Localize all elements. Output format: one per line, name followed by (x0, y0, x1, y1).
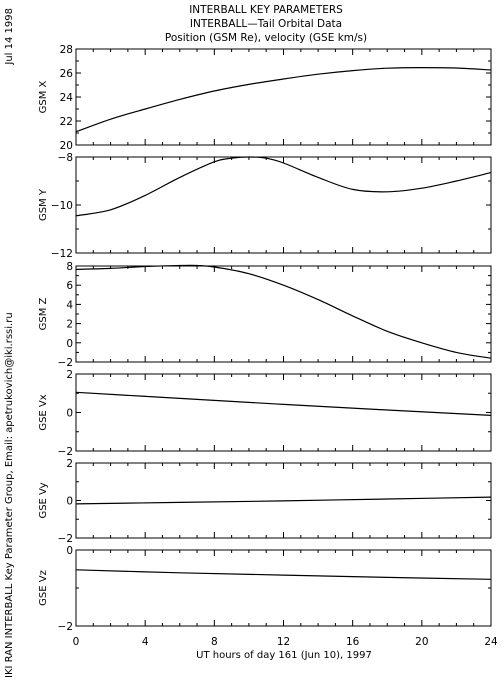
y-tick-label: 2 (66, 319, 73, 331)
x-tick-label: 20 (415, 636, 428, 648)
y-tick-label: 8 (66, 261, 73, 273)
series-line (75, 66, 492, 133)
y-tick-label: 24 (60, 92, 74, 104)
y-tick-label: −8 (58, 152, 73, 164)
series-line (75, 156, 492, 217)
y-axis-label: GSM X (38, 80, 49, 113)
y-tick-label: 0 (66, 545, 73, 557)
plot-frame (75, 156, 492, 254)
x-tick-label: 4 (142, 636, 149, 648)
panel-3: −2 0 2 4 6 8 GSM Z (38, 261, 492, 369)
y-tick-label: 22 (60, 116, 73, 128)
y-tick-label: 2 (66, 369, 73, 381)
figure-title-line-3: Position (GSM Re), velocity (GSE km/s) (165, 32, 367, 44)
plot-frame (75, 549, 492, 627)
panel-6: −2 0 GSE Vz (38, 545, 492, 633)
x-tick-label: 16 (346, 636, 360, 648)
y-tick-label: −2 (58, 621, 73, 633)
x-tick-label: 8 (211, 636, 218, 648)
credit-line: IKI RAN INTERBALL Key Parameter Group, E… (4, 312, 15, 678)
y-tick-label: 0 (66, 338, 73, 350)
y-tick-label: 20 (60, 140, 73, 152)
x-tick-label: 0 (73, 636, 80, 648)
panel-2: −12 −10 −8 GSM Y (38, 152, 492, 260)
y-tick-label: 0 (66, 408, 73, 420)
figure-title-line-1: INTERBALL KEY PARAMETERS (189, 4, 343, 16)
y-tick-label: −10 (51, 200, 73, 212)
x-tick-label: 24 (484, 636, 498, 648)
y-axis-label: GSE Vy (38, 482, 49, 518)
panel-4: −2 0 2 GSE Vx (38, 369, 492, 458)
series-line (75, 264, 492, 359)
figure-title-line-2: INTERBALL—Tail Orbital Data (190, 18, 342, 30)
panel-5: −2 0 2 GSE Vy (38, 458, 492, 545)
y-axis-label: GSE Vz (38, 570, 49, 606)
plot-date: Jul 14 1998 (4, 8, 15, 66)
y-tick-label: 26 (60, 68, 74, 80)
y-tick-label: −2 (58, 533, 73, 545)
y-tick-label: −12 (51, 248, 73, 260)
y-tick-label: −2 (58, 357, 73, 369)
plot-frame (75, 265, 492, 363)
y-tick-label: 0 (66, 496, 73, 508)
y-tick-label: 2 (66, 458, 73, 470)
y-axis-label: GSM Y (38, 188, 49, 221)
y-axis-label: GSE Vx (38, 394, 49, 430)
series-line (75, 496, 492, 505)
y-tick-label: 28 (60, 44, 73, 56)
y-tick-label: 6 (66, 280, 73, 292)
x-axis-label: UT hours of day 161 (Jun 10), 1997 (196, 650, 372, 661)
y-tick-label: 4 (66, 299, 73, 311)
x-tick-label: 12 (277, 636, 290, 648)
plot-frame (75, 48, 492, 146)
series-line (75, 569, 492, 580)
y-axis-label: GSM Z (38, 297, 49, 330)
series-line (75, 391, 492, 416)
panel-1: 20 22 24 26 28 GSM X (38, 44, 492, 152)
y-tick-label: −2 (58, 446, 73, 458)
